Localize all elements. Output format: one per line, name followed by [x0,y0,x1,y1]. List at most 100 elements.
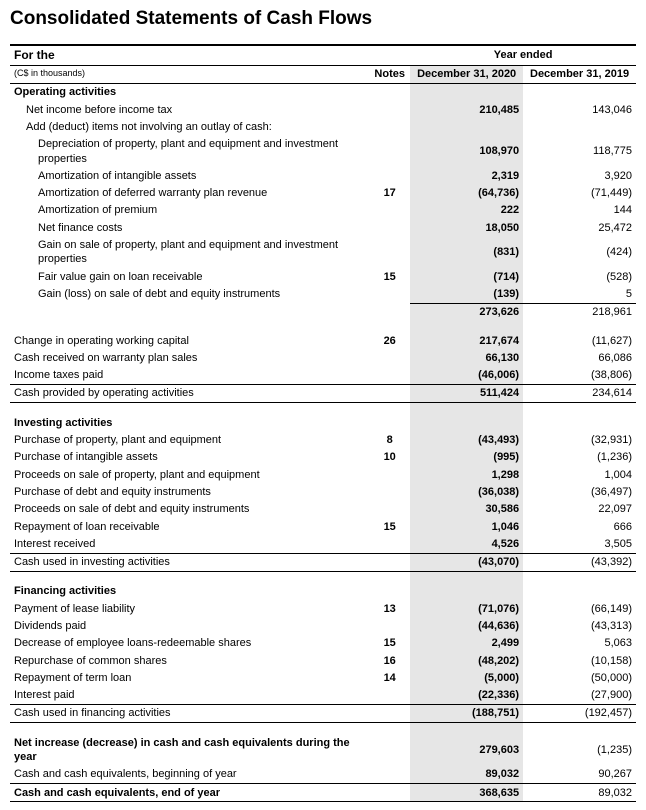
table-row: Interest paid (22,336) (27,900) [10,687,636,705]
row-note [369,167,410,184]
header-y1: December 31, 2020 [410,65,523,83]
table-row: Amortization of deferred warranty plan r… [10,185,636,202]
row-note [369,136,410,168]
table-row: Depreciation of property, plant and equi… [10,136,636,168]
row-label: Amortization of premium [10,202,369,219]
row-y2: 5,063 [523,635,636,652]
row-label: Amortization of deferred warranty plan r… [10,185,369,202]
table-row-total: Cash used in financing activities (188,7… [10,704,636,722]
header-notes: Notes [369,65,410,83]
row-y2: 25,472 [523,219,636,236]
row-label: Interest received [10,535,369,553]
table-row: Amortization of premium 222 144 [10,202,636,219]
row-label: Proceeds on sale of property, plant and … [10,466,369,483]
row-label: Cash used in investing activities [10,553,369,571]
table-row: Change in operating working capital 26 2… [10,332,636,349]
row-y2: (27,900) [523,687,636,705]
row-label: Income taxes paid [10,367,369,385]
row-y2: (1,235) [523,734,636,766]
row-note [369,784,410,802]
row-note [369,553,410,571]
table-row: Purchase of intangible assets 10 (995) (… [10,449,636,466]
table-row: Proceeds on sale of property, plant and … [10,466,636,483]
table-row: Add (deduct) items not involving an outl… [10,118,636,135]
row-label: Payment of lease liability [10,600,369,617]
row-label: Repayment of term loan [10,669,369,686]
row-y2: (38,806) [523,367,636,385]
row-note [369,101,410,118]
row-y2: 5 [523,285,636,303]
row-y1: (831) [410,237,523,269]
row-note [369,501,410,518]
table-row: Gain on sale of property, plant and equi… [10,237,636,269]
row-note: 13 [369,600,410,617]
row-note [369,734,410,766]
row-label: Amortization of intangible assets [10,167,369,184]
row-y2: (424) [523,237,636,269]
row-label: Gain (loss) on sale of debt and equity i… [10,285,369,303]
row-label: Change in operating working capital [10,332,369,349]
table-row: Cash received on warranty plan sales 66,… [10,349,636,366]
table-row: Net increase (decrease) in cash and cash… [10,734,636,766]
row-note [369,219,410,236]
row-label: Interest paid [10,687,369,705]
cash-flow-table: For the Year ended (C$ in thousands) Not… [10,44,636,802]
row-y2: (10,158) [523,652,636,669]
row-y2: 89,032 [523,784,636,802]
row-note: 26 [369,332,410,349]
row-label: Cash used in financing activities [10,704,369,722]
row-note [369,466,410,483]
row-label: Cash and cash equivalents, end of year [10,784,369,802]
row-y1: 1,298 [410,466,523,483]
row-y2: 3,920 [523,167,636,184]
row-note [369,704,410,722]
row-y2: 3,505 [523,535,636,553]
row-y2: 66,086 [523,349,636,366]
row-y1: 18,050 [410,219,523,236]
table-row-subtotal: 273,626 218,961 [10,303,636,321]
row-y1: (188,751) [410,704,523,722]
row-y1: 2,319 [410,167,523,184]
row-note [369,483,410,500]
table-header-row-2: (C$ in thousands) Notes December 31, 202… [10,65,636,83]
page-title: Consolidated Statements of Cash Flows [10,8,636,30]
section-investing: Investing activities [10,414,636,431]
table-row: Decrease of employee loans-redeemable sh… [10,635,636,652]
row-y2: (66,149) [523,600,636,617]
row-note: 17 [369,185,410,202]
table-row: Amortization of intangible assets 2,319 … [10,167,636,184]
row-y1: (46,006) [410,367,523,385]
row-label: Gain on sale of property, plant and equi… [10,237,369,269]
row-note [369,687,410,705]
row-y2: 144 [523,202,636,219]
row-label: Proceeds on sale of debt and equity inst… [10,501,369,518]
table-row: Dividends paid (44,636) (43,313) [10,618,636,635]
table-row: Repayment of term loan 14 (5,000) (50,00… [10,669,636,686]
row-note [369,766,410,784]
row-label: Purchase of debt and equity instruments [10,483,369,500]
row-y1: (36,038) [410,483,523,500]
row-label: Decrease of employee loans-redeemable sh… [10,635,369,652]
row-y1: 30,586 [410,501,523,518]
row-note: 14 [369,669,410,686]
row-y2: 666 [523,518,636,535]
row-note: 15 [369,518,410,535]
header-y2: December 31, 2019 [523,65,636,83]
row-note [369,618,410,635]
row-y2: (11,627) [523,332,636,349]
row-y1: 4,526 [410,535,523,553]
table-row: Purchase of property, plant and equipmen… [10,432,636,449]
row-label: Cash provided by operating activities [10,384,369,402]
row-label: Add (deduct) items not involving an outl… [10,118,369,135]
row-y2: (43,313) [523,618,636,635]
row-label: Net increase (decrease) in cash and cash… [10,734,369,766]
row-label: Cash and cash equivalents, beginning of … [10,766,369,784]
row-y1: 217,674 [410,332,523,349]
section-label: Investing activities [10,414,369,431]
row-y2: (1,236) [523,449,636,466]
row-y1: 89,032 [410,766,523,784]
row-note [369,202,410,219]
row-y2: 1,004 [523,466,636,483]
table-row-grand-total: Cash and cash equivalents, end of year 3… [10,784,636,802]
row-y1: 66,130 [410,349,523,366]
